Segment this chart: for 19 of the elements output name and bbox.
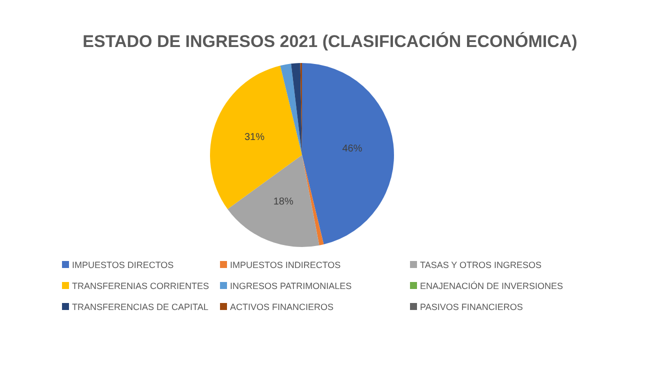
legend-label: TASAS Y OTROS INGRESOS — [420, 260, 542, 270]
legend-label: PASIVOS FINANCIEROS — [420, 302, 523, 312]
legend-label: INGRESOS PATRIMONIALES — [230, 281, 352, 291]
data-label: 18% — [273, 196, 294, 208]
pie-slice — [280, 64, 302, 155]
legend-label: TRANSFERENIAS CORRIENTES — [72, 281, 210, 291]
pie-slice — [302, 155, 324, 246]
data-label: 46% — [342, 144, 362, 155]
chart-title: ESTADO DE INGRESOS 2021 (CLASIFICACIÓN ECONÓMICA) — [82, 31, 578, 51]
pie-slice — [228, 155, 320, 247]
pie-slice — [291, 63, 302, 155]
legend-label: IMPUESTOS DIRECTOS — [72, 260, 174, 270]
legend-label: ACTIVOS FINANCIEROS — [230, 302, 334, 312]
pie-slice — [302, 63, 394, 244]
legend-label: ENAJENACIÓN DE INVERSIONES — [420, 281, 564, 291]
data-label: 31% — [244, 132, 265, 144]
legend-label: IMPUESTOS INDIRECTOS — [230, 260, 341, 270]
legend-label: TRANSFERENCIAS DE CAPITAL — [72, 302, 208, 312]
pie-slice — [210, 66, 302, 210]
